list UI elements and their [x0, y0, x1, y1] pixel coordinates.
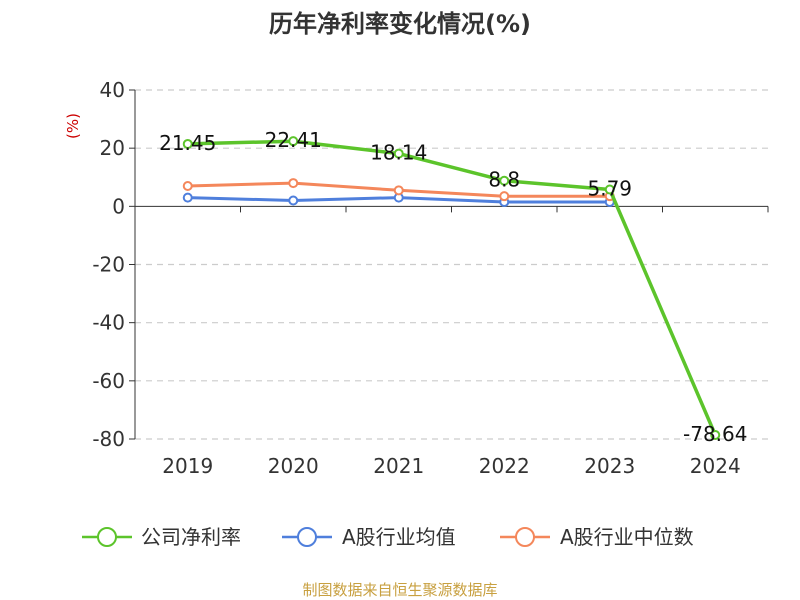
data-label: 21.45 [159, 131, 216, 155]
data-label: -78.64 [683, 422, 747, 446]
data-point [288, 195, 299, 206]
data-point [393, 148, 404, 159]
y-tick-label: -80 [92, 427, 125, 451]
legend-marker [297, 527, 317, 547]
y-tick-label: -20 [92, 253, 125, 277]
data-point [182, 192, 193, 203]
x-tick-label: 2019 [162, 454, 213, 478]
data-labels: 21.45 22.41 18.14 8.8 5.79 -78.64 [159, 128, 747, 446]
legend-item-label[interactable]: A股行业均值 [342, 525, 456, 549]
data-label: 22.41 [265, 128, 322, 152]
data-point [288, 178, 299, 189]
series-lines [182, 136, 721, 441]
y-axis-unit: (%) [64, 113, 82, 139]
y-tick-label: 40 [100, 78, 125, 102]
series-line [187, 139, 717, 436]
x-tick-label: 2022 [479, 454, 530, 478]
data-point [499, 191, 510, 202]
legend-item-label[interactable]: A股行业中位数 [560, 525, 694, 549]
data-point [499, 175, 510, 186]
chart-title: 历年净利率变化情况(%) [269, 10, 531, 38]
data-point [288, 136, 299, 147]
y-tick-labels: 40 20 0 -20 -40 -60 -80 [92, 78, 125, 451]
y-tick-label: 20 [100, 136, 125, 160]
x-tick-label: 2024 [690, 454, 741, 478]
legend-item-label[interactable]: 公司净利率 [141, 525, 241, 549]
source-note: 制图数据来自恒生聚源数据库 [302, 581, 497, 599]
data-point [604, 184, 615, 195]
legend-marker [515, 527, 535, 547]
data-label: 18.14 [370, 141, 427, 165]
legend[interactable]: 公司净利率 A股行业均值 A股行业中位数 [82, 525, 694, 549]
x-tick-labels: 2019 2020 2021 2022 2023 2024 [162, 454, 740, 478]
x-tick-label: 2023 [584, 454, 635, 478]
data-point [393, 185, 404, 196]
y-tick-label: -60 [92, 369, 125, 393]
x-tick-label: 2021 [373, 454, 424, 478]
legend-marker [97, 527, 117, 547]
data-point [182, 180, 193, 191]
axes [129, 89, 769, 440]
x-tick-label: 2020 [268, 454, 319, 478]
data-label: 8.8 [488, 168, 520, 192]
data-point [182, 138, 193, 149]
data-label: 5.79 [587, 176, 632, 200]
data-point [710, 430, 721, 441]
y-tick-label: -40 [92, 311, 125, 335]
y-tick-label: 0 [112, 194, 125, 218]
